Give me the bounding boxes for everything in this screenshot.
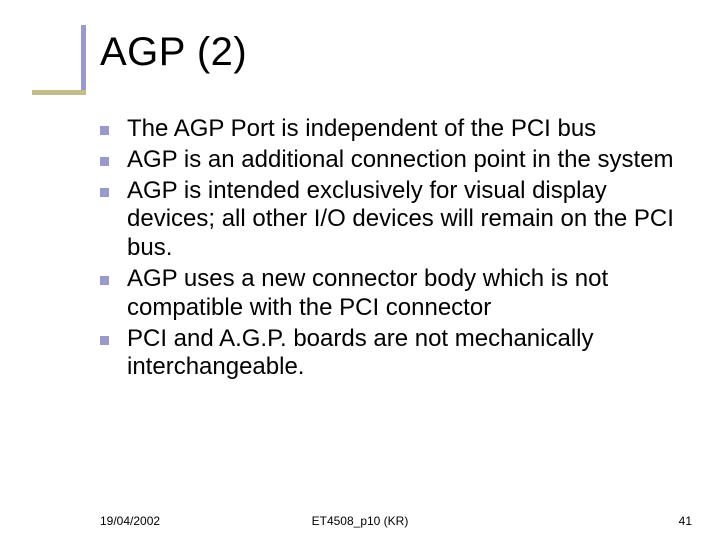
- bullet-text: AGP is an additional connection point in…: [127, 146, 675, 175]
- slide-title: AGP (2): [100, 30, 247, 75]
- bullet-item: AGP is intended exclusively for visual d…: [100, 177, 675, 263]
- bullet-item: The AGP Port is independent of the PCI b…: [100, 115, 675, 144]
- bullet-item: PCI and A.G.P. boards are not mechanical…: [100, 325, 675, 383]
- bullet-text: PCI and A.G.P. boards are not mechanical…: [127, 325, 675, 383]
- slide: AGP (2) The AGP Port is independent of t…: [0, 0, 720, 540]
- bullet-text: AGP is intended exclusively for visual d…: [127, 177, 675, 263]
- footer-page-number: 41: [679, 514, 692, 528]
- accent-horizontal-bar: [32, 90, 86, 95]
- bullet-square-icon: [100, 126, 109, 135]
- bullet-square-icon: [100, 276, 109, 285]
- bullet-item: AGP uses a new connector body which is n…: [100, 265, 675, 323]
- bullet-square-icon: [100, 336, 109, 345]
- bullet-item: AGP is an additional connection point in…: [100, 146, 675, 175]
- accent-vertical-bar: [81, 25, 86, 95]
- bullet-square-icon: [100, 157, 109, 166]
- footer-reference: ET4508_p10 (KR): [0, 514, 720, 528]
- slide-body: The AGP Port is independent of the PCI b…: [100, 115, 675, 384]
- bullet-square-icon: [100, 188, 109, 197]
- bullet-text: AGP uses a new connector body which is n…: [127, 265, 675, 323]
- bullet-text: The AGP Port is independent of the PCI b…: [127, 115, 675, 144]
